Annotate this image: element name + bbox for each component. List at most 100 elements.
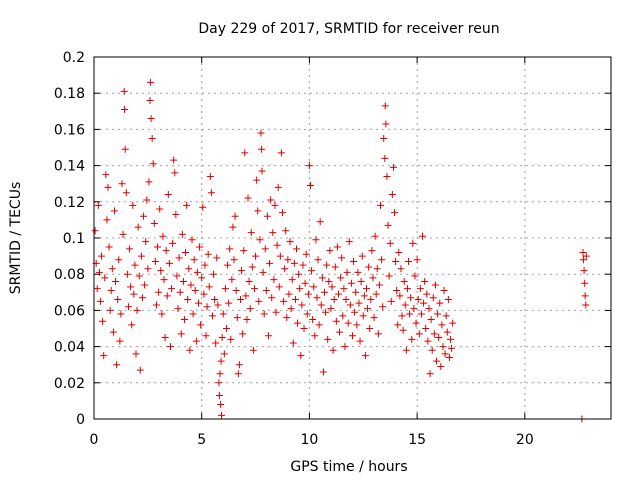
data-point <box>202 332 210 340</box>
data-point <box>164 191 172 199</box>
data-point <box>221 285 229 293</box>
data-point <box>150 220 158 228</box>
data-point <box>263 212 271 220</box>
data-point <box>146 96 154 104</box>
data-point <box>243 315 251 323</box>
data-point <box>284 256 292 264</box>
data-point <box>327 305 335 313</box>
data-point <box>143 196 151 204</box>
data-point <box>198 274 206 282</box>
data-point <box>351 308 359 316</box>
data-point <box>187 281 195 289</box>
data-point <box>313 294 321 302</box>
data-point <box>388 191 396 199</box>
data-point <box>406 310 414 318</box>
data-point <box>133 306 141 314</box>
data-point <box>114 296 122 304</box>
data-point <box>178 230 186 238</box>
data-point <box>204 250 212 258</box>
data-point <box>224 261 232 269</box>
data-point <box>102 171 110 179</box>
data-point <box>169 239 177 247</box>
data-point <box>176 288 184 296</box>
data-point <box>403 285 411 293</box>
data-point <box>266 259 274 267</box>
data-point <box>124 303 132 311</box>
data-point <box>193 268 201 276</box>
data-point <box>117 310 125 318</box>
data-point <box>213 254 221 262</box>
data-point <box>423 290 431 298</box>
data-point <box>255 297 263 305</box>
data-point <box>182 248 190 256</box>
data-point <box>340 285 348 293</box>
data-point <box>201 261 209 269</box>
data-point <box>378 256 386 264</box>
data-point <box>386 239 394 247</box>
data-point <box>144 265 152 273</box>
data-point <box>350 258 358 266</box>
data-point <box>264 332 272 340</box>
x-tick-label: 0 <box>90 432 99 448</box>
data-point <box>295 270 303 278</box>
data-point <box>272 308 280 316</box>
data-point <box>580 267 588 275</box>
data-point <box>206 172 214 180</box>
data-point <box>174 305 182 313</box>
data-point <box>443 328 451 336</box>
data-point <box>303 310 311 318</box>
data-point <box>235 361 243 369</box>
data-point <box>339 312 347 320</box>
data-point <box>160 276 168 284</box>
data-point <box>215 391 223 399</box>
data-point <box>94 201 102 209</box>
data-point <box>282 227 290 235</box>
data-point <box>287 305 295 313</box>
data-point <box>319 368 327 376</box>
data-point <box>421 277 429 285</box>
data-point <box>216 370 224 378</box>
data-point <box>131 261 139 269</box>
data-point <box>220 350 228 358</box>
data-point <box>175 254 183 262</box>
chart-title: Day 229 of 2017, SRMTID for receiver reu… <box>198 21 499 37</box>
data-point <box>194 299 202 307</box>
data-points <box>91 78 590 423</box>
data-point <box>439 343 447 351</box>
data-point <box>389 163 397 171</box>
data-point <box>246 305 254 313</box>
data-point <box>165 259 173 267</box>
data-point <box>239 330 247 338</box>
data-point <box>103 216 111 224</box>
data-point <box>407 294 415 302</box>
data-point <box>258 167 266 175</box>
data-point <box>207 189 215 197</box>
y-tick-label: 0.2 <box>63 50 85 66</box>
data-point <box>210 270 218 278</box>
data-point <box>147 115 155 123</box>
data-point <box>367 296 375 304</box>
data-point <box>434 310 442 318</box>
data-point <box>110 207 118 215</box>
data-point <box>218 411 226 419</box>
data-point <box>108 265 116 273</box>
data-point <box>369 274 377 282</box>
data-point <box>95 268 103 276</box>
x-tick-label: 15 <box>408 432 426 448</box>
data-point <box>426 370 434 378</box>
data-point <box>311 332 319 340</box>
data-point <box>302 250 310 258</box>
data-point <box>267 196 275 204</box>
data-point <box>116 337 124 345</box>
y-tick-labels: 0 0.02 0.04 0.06 0.08 0.1 0.12 0.14 0.16 0.18 0.2 <box>54 50 85 428</box>
data-point <box>381 154 389 162</box>
data-point <box>310 283 318 291</box>
data-point <box>276 252 284 260</box>
data-point <box>325 277 333 285</box>
data-point <box>412 319 420 327</box>
data-point <box>305 162 313 170</box>
data-point <box>141 281 149 289</box>
y-tick-label: 0.04 <box>54 340 85 356</box>
data-point <box>217 357 225 365</box>
